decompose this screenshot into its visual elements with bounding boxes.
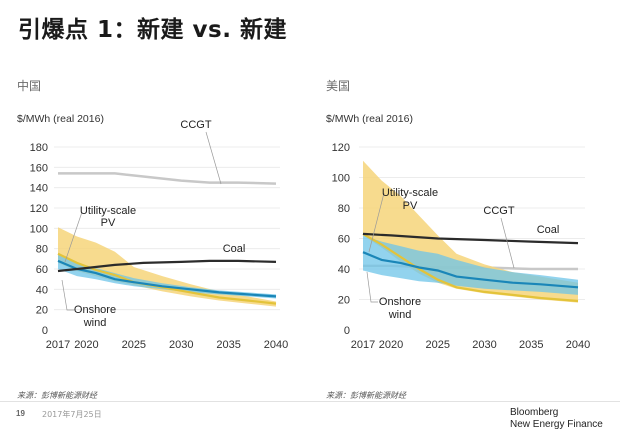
x-tick-label: 2025 (426, 339, 450, 351)
y-tick-label: 20 (338, 295, 350, 307)
x-tick-label: 2030 (169, 339, 193, 351)
chart-unit-us: $/MWh (real 2016) (326, 113, 413, 125)
y-tick-label: 20 (36, 305, 48, 317)
y-tick-label: 100 (332, 173, 350, 185)
y-tick-label: 120 (30, 203, 48, 215)
onshore-wind-leader (61, 279, 74, 311)
page-number: 19 (16, 409, 25, 418)
y-tick-label: 120 (332, 142, 350, 154)
y-tick-label: 80 (338, 203, 350, 215)
x-tick-label: 2017 (351, 339, 375, 351)
y-tick-label: 40 (338, 264, 350, 276)
coal-line (362, 232, 579, 245)
onshore-wind-leader (366, 271, 378, 303)
chart-unit-china: $/MWh (real 2016) (17, 113, 104, 125)
ccgt-label: CCGT (180, 119, 211, 131)
y-tick-label: 160 (30, 162, 48, 174)
pv-label-2: PV (403, 200, 418, 212)
x-tick-label: 2017 (46, 339, 70, 351)
y-tick-label: 60 (36, 264, 48, 276)
page-title: 引爆点 1：新建 vs. 新建 (18, 17, 287, 43)
wind-label-2: wind (83, 317, 107, 329)
ccgt-leader (205, 131, 222, 185)
chart-region-china: 中国 (17, 79, 42, 93)
y-tick-label: 80 (36, 244, 48, 256)
utility-scale-pv-leader (64, 211, 83, 263)
coal-line (57, 259, 277, 273)
x-tick-label: 2020 (74, 339, 98, 351)
x-tick-label: 2040 (566, 339, 590, 351)
pv-label: Utility-scale (382, 187, 438, 199)
brand-line-1: Bloomberg (510, 407, 559, 418)
pv-label-2: PV (101, 217, 116, 229)
wind-label-2: wind (388, 309, 412, 321)
brand-line-2: New Energy Finance (510, 419, 603, 430)
ccgt-leader (500, 217, 515, 269)
wind-label: Onshore (74, 304, 116, 316)
y-tick-label: 140 (30, 183, 48, 195)
x-tick-label: 2035 (519, 339, 543, 351)
wind-label: Onshore (379, 296, 421, 308)
chart-region-us: 美国 (326, 79, 351, 93)
y-tick-label: 0 (344, 325, 350, 337)
y-tick-label: 60 (338, 234, 350, 246)
y-tick-label: 180 (30, 142, 48, 154)
x-tick-label: 2025 (122, 339, 146, 351)
ccgt-line (58, 172, 277, 185)
ccgt-label: CCGT (483, 205, 514, 217)
x-tick-label: 2030 (472, 339, 496, 351)
x-tick-label: 2020 (379, 339, 403, 351)
footer-divider (0, 401, 620, 402)
wind-band (363, 235, 578, 295)
coal-label: Coal (537, 224, 560, 236)
utility-scale-pv-leader (368, 192, 385, 253)
x-tick-label: 2040 (264, 339, 288, 351)
footer-date: 2017年7月25日 (42, 410, 102, 419)
source-note-right: 来源：彭博新能源财经 (326, 391, 406, 400)
source-note-left: 来源：彭博新能源财经 (17, 391, 97, 400)
y-tick-label: 0 (42, 325, 48, 337)
pv-label: Utility-scale (80, 205, 136, 217)
wind-median-line (362, 251, 579, 289)
coal-label: Coal (223, 243, 246, 255)
y-tick-label: 100 (30, 223, 48, 235)
brand-logo: Bloomberg New Energy Finance (510, 407, 603, 431)
y-tick-label: 40 (36, 284, 48, 296)
pv-median-line (362, 232, 579, 303)
x-tick-label: 2035 (216, 339, 240, 351)
wind-median-line (57, 259, 277, 298)
